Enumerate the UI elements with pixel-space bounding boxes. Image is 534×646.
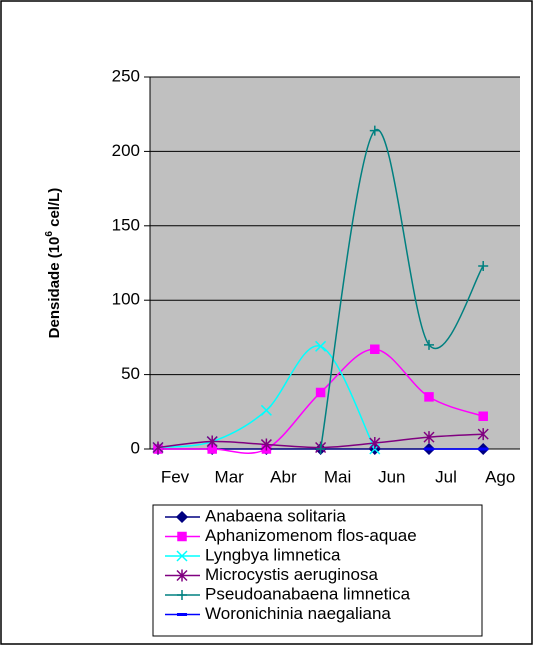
legend-label: Pseudoanabaena limnetica (205, 584, 411, 603)
legend-marker (176, 550, 188, 562)
x-tick-label: Abr (270, 467, 297, 486)
series-line (157, 345, 376, 450)
data-point (260, 404, 272, 416)
legend-marker (175, 510, 189, 524)
y-tick-label: 50 (121, 364, 140, 383)
y-tick-label: 200 (112, 141, 140, 160)
data-point (369, 125, 380, 136)
legend-label: Microcystis aeruginosa (205, 565, 378, 584)
legend-label: Anabaena solitaria (205, 506, 346, 525)
data-point (477, 428, 489, 441)
x-tick-label: Jul (435, 467, 457, 486)
series-line (319, 129, 484, 450)
data-point (424, 339, 434, 350)
legend-label: Lyngbya limnetica (205, 545, 341, 564)
y-axis-label: Densidade (106 cel/L) (44, 188, 63, 339)
x-tick-label: Mar (215, 467, 245, 486)
data-point (315, 444, 326, 454)
y-label-sup: 6 (44, 231, 55, 237)
legend-label: Aphanizomenom flos-aquae (205, 526, 417, 545)
y-label-suffix: cel/L) (46, 188, 63, 231)
data-point (369, 437, 381, 450)
data-point (315, 387, 326, 398)
data-point (370, 344, 380, 355)
y-tick-label: 250 (112, 66, 140, 85)
data-point (260, 438, 272, 451)
legend-label: Woronichinia naegaliana (205, 604, 391, 623)
data-point (207, 444, 217, 454)
y-tick-label: 0 (131, 438, 140, 457)
data-point (424, 392, 434, 402)
x-tick-label: Jun (378, 467, 405, 486)
legend-marker (177, 590, 187, 600)
data-point (423, 431, 435, 444)
x-tick-label: Fev (161, 467, 190, 486)
data-point (478, 411, 488, 422)
y-label-text: Densidade (10 (46, 237, 63, 339)
legend-marker (176, 569, 188, 582)
data-point (152, 441, 164, 454)
legend-marker (177, 531, 187, 542)
y-tick-label: 150 (112, 215, 140, 234)
legend-box (152, 504, 483, 637)
x-tick-label: Ago (485, 467, 515, 486)
data-point (478, 260, 489, 271)
plot-area (150, 77, 520, 449)
data-point (315, 340, 327, 352)
data-point (206, 435, 218, 448)
y-tick-label: 100 (112, 290, 140, 309)
x-tick-label: Mai (324, 467, 351, 486)
